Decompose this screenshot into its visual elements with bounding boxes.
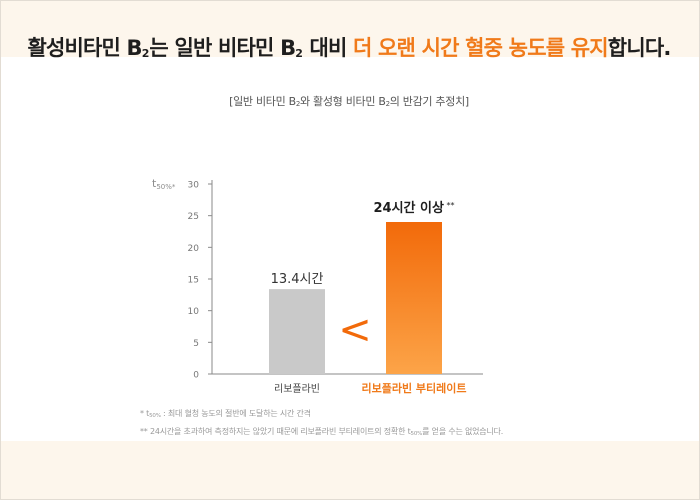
headline-part2: 는 일반 비타민 B <box>149 36 296 60</box>
category-label-1: 리보플라빈 <box>274 383 320 395</box>
footnote-1-prefix: * t <box>140 409 150 418</box>
subtitle-sub2: 2 <box>385 100 390 108</box>
footnote-1-sub: 50% <box>149 413 161 419</box>
category-label-2: 리보플라빈 부티레이트 <box>361 381 466 395</box>
comparison-symbol: < <box>338 307 372 353</box>
data-label-1: 13.4시간 <box>271 272 324 287</box>
headline-highlight: 더 오랜 시간 혈중 농도를 유지 <box>353 36 609 60</box>
footnote-2-sub: 50% <box>410 431 423 437</box>
data-label-2: 24시간 이상 ** <box>373 200 454 216</box>
y-tick-label: 25 <box>188 212 199 222</box>
headline-part1: 활성비타민 B <box>27 36 142 60</box>
y-tick-label: 10 <box>188 307 200 317</box>
headline-part3: 대비 <box>302 36 353 60</box>
footnote-2: ** 24시간을 초과하여 측정하지는 않았기 때문에 리보플라빈 부티레이트의… <box>140 426 503 437</box>
y-tick-label: 20 <box>188 244 200 254</box>
content-panel <box>1 57 699 441</box>
headline-sub2: 2 <box>295 47 303 60</box>
footnote-1-text: : 최대 혈청 농도의 절반에 도달하는 시간 간격 <box>160 409 311 418</box>
y-tick-label: 5 <box>193 339 199 349</box>
subtitle-part3: 의 반감기 추정치] <box>389 95 469 108</box>
footnote-2-prefix: ** 24시간을 초과하여 측정하지는 않았기 때문에 리보플라빈 부티레이트의… <box>140 427 411 436</box>
headline-sub1: 2 <box>141 47 150 60</box>
bar-1 <box>269 289 325 374</box>
subtitle-part2: 와 활성형 비타민 B <box>300 95 386 108</box>
footnote-2-text: 를 얻을 수는 없었습니다. <box>422 427 504 436</box>
y-axis-label: t50%* <box>152 177 176 191</box>
headline: 활성비타민 B2는 일반 비타민 B2 대비 더 오랜 시간 혈중 농도를 유지… <box>0 32 698 62</box>
footnote-1: * t50% : 최대 혈청 농도의 절반에 도달하는 시간 간격 <box>140 408 311 419</box>
y-tick-label: 0 <box>193 371 199 381</box>
headline-part4: 합니다. <box>607 36 672 60</box>
chart-subtitle: [일반 비타민 B2와 활성형 비타민 B2의 반감기 추정치] <box>0 93 698 109</box>
subtitle-sub1: 2 <box>295 100 301 108</box>
bar-2 <box>386 222 442 374</box>
y-tick-label: 30 <box>188 181 200 191</box>
subtitle-part1: [일반 비타민 B <box>229 95 296 108</box>
y-tick-label: 15 <box>188 276 199 286</box>
